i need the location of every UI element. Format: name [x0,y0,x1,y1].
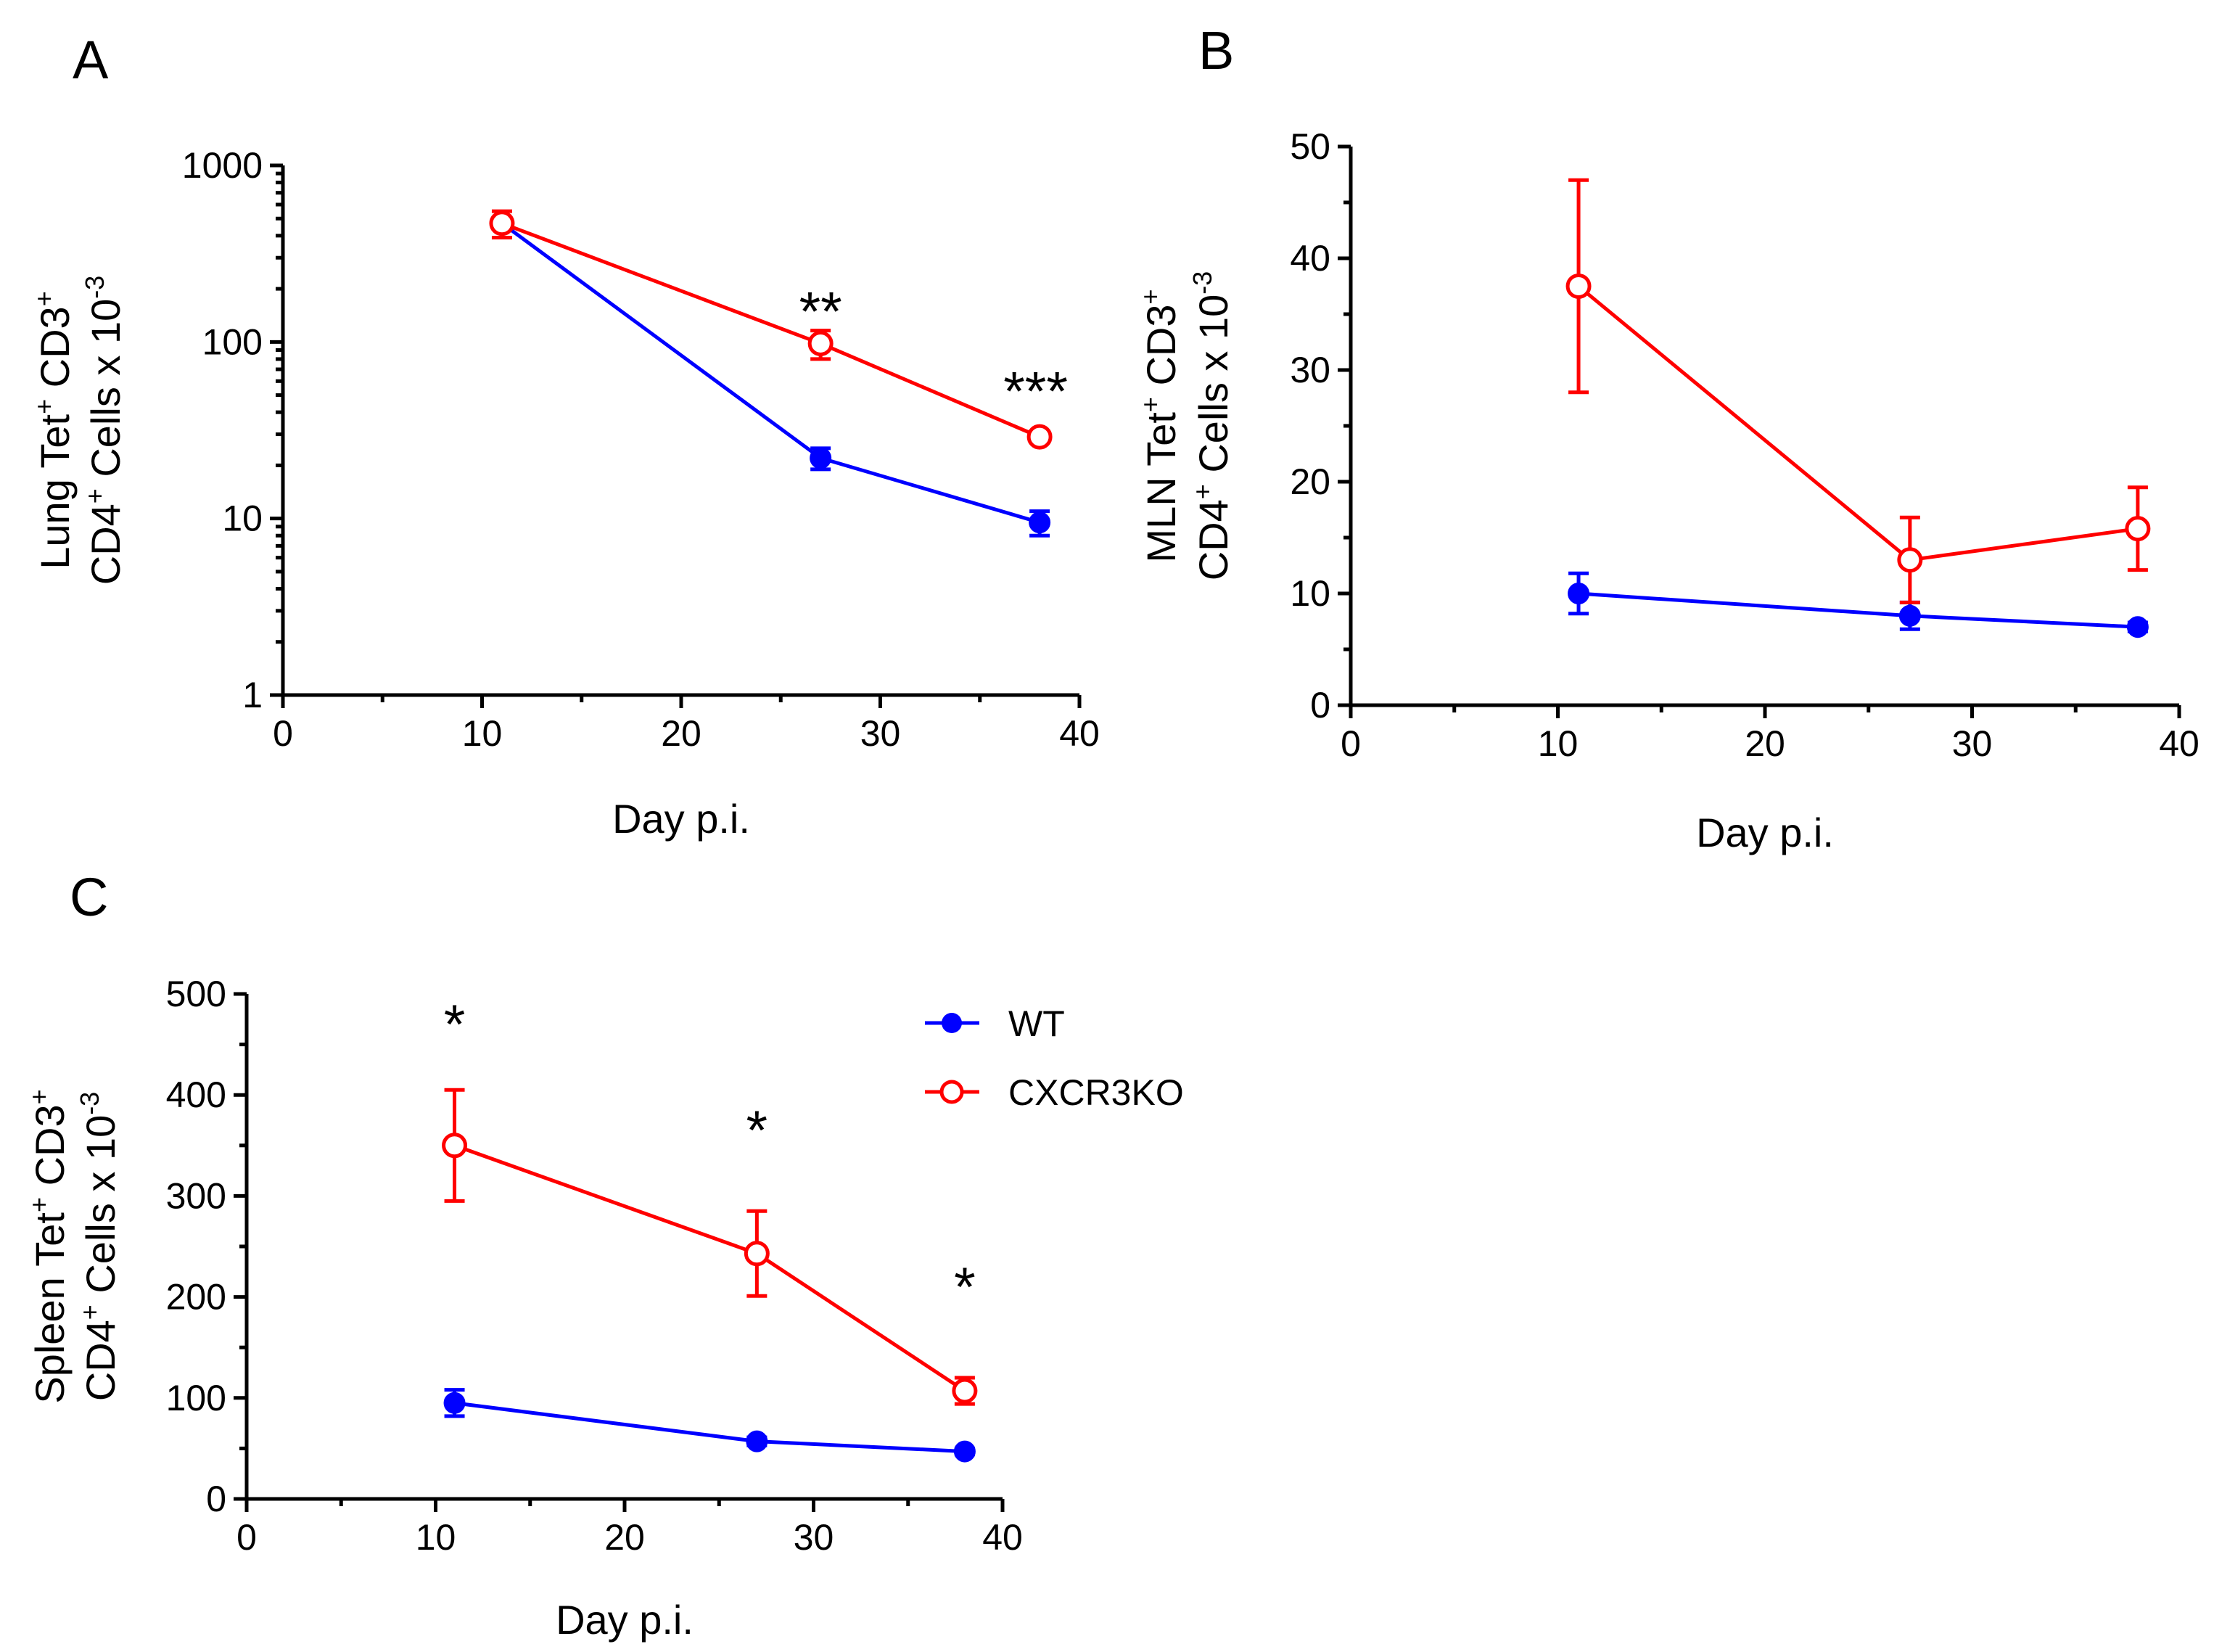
panel-c-significance-marker: * [954,1257,976,1318]
panel-c-y-tick-label: 400 [166,1074,226,1115]
panel-c-x-tick-label: 40 [982,1517,1023,1558]
panel-c-wt-point [953,1440,976,1463]
panel-a-cxcr3ko-point [489,210,515,237]
panel-a-cxcr3ko-point [807,330,834,356]
panel-b-cxcr3ko-point [1565,274,1592,299]
panel-b-cxcr3ko-point [1897,547,1923,573]
panel-c-y-tick-label: 300 [166,1175,226,1216]
panel-a-x-tick-label: 40 [1059,713,1100,754]
panel-b-series-wt [1568,571,2149,638]
panel-c-y-tick-label: 100 [166,1378,226,1418]
panel-a-significance-marker: *** [1003,361,1068,422]
panel-a-series-cxcr3ko [489,209,1053,450]
panel-c-cxcr3ko-point [442,1133,468,1159]
panel-a-x-tick-label: 20 [661,713,701,754]
panel-c-x-axis-title: Day p.i. [556,1597,694,1643]
panel-b-y-tick-label: 40 [1290,238,1330,279]
panel-a-y-tick-label: 100 [202,321,263,362]
panel-a: A 0 10 20 30 40 1 10 100 1000 Day p.i. Lung Tet+ C… [29,30,1100,842]
panel-b-x-tick-label: 40 [2159,723,2199,764]
legend-ko-label: CXCR3KO [1008,1072,1184,1113]
panel-c-y-tick-label: 0 [206,1479,226,1519]
panel-b-letter: B [1198,20,1234,81]
panel-b-x-tick-label: 0 [1341,723,1361,764]
panel-a-letter: A [73,30,109,90]
panel-b-wt-point [2126,616,2149,638]
panel-c-x-tick-label: 20 [604,1517,645,1558]
panel-c-y-axis-title-line2: CD4+ Cells x 10-3 [75,1092,123,1402]
panel-a-y-tick-label: 1000 [182,145,263,186]
panel-b-y-tick-label: 10 [1290,573,1330,614]
legend-wt-marker [942,1013,962,1033]
panel-a-x-tick-label: 10 [462,713,503,754]
panel-a-wt-point [810,447,832,469]
panel-c-y-tick-label: 500 [166,974,226,1014]
panel-b-y-axis-title-line1: MLN Tet+ CD3+ [1135,289,1184,562]
panel-c-x-tick-label: 0 [236,1517,257,1558]
panel-c-significance-marker: * [746,1100,768,1162]
panel-b-cxcr3ko-point [2125,516,2151,542]
panel-b-y-tick-label: 30 [1290,350,1330,390]
panel-a-y-tick-label: 1 [242,675,263,715]
panel-c-series-cxcr3ko [442,1088,978,1406]
panel-c-y-axis-title-line1: Spleen Tet+ CD3+ [24,1089,73,1403]
panel-c-series-wt [443,1388,976,1463]
panel-b-x-axis-title: Day p.i. [1696,810,1834,855]
panel-b-wt-point [1568,583,1590,604]
panel-a-x-tick-label: 30 [860,713,901,754]
panel-a-cxcr3ko-point [1026,424,1053,450]
legend-ko-marker [939,1080,964,1104]
panel-b-cxcr3ko-line [1577,284,2139,562]
panel-c-x-tick-label: 10 [416,1517,456,1558]
panel-c-x-tick-label: 30 [794,1517,834,1558]
panel-a-significance-marker: ** [799,281,842,342]
panel-c-cxcr3ko-line [453,1143,966,1393]
panel-b-wt-point [1898,604,1921,627]
panel-c-cxcr3ko-point [744,1241,770,1267]
panel-b-x-tick-label: 30 [1952,723,1993,764]
panel-a-cxcr3ko-line [501,221,1041,439]
panel-a-series-wt [490,212,1051,538]
panel-a-x-axis-title: Day p.i. [612,796,750,842]
panel-b-y-tick-label: 20 [1290,461,1330,502]
panel-b-x-tick-label: 20 [1745,723,1785,764]
panel-c-wt-line [454,1401,966,1454]
panel-c-wt-point [746,1430,768,1452]
panel-c-cxcr3ko-point [952,1378,978,1404]
panel-b-wt-line [1578,591,2139,629]
panel-a-y-axis-title-line2: CD4+ Cells x 10-3 [80,276,128,585]
panel-c-letter: C [70,867,108,927]
panel-a-wt-point [1029,511,1051,534]
panel-c-y-tick-label: 200 [166,1277,226,1318]
panel-c-wt-point [443,1392,466,1414]
panel-b-y-tick-label: 0 [1310,685,1330,726]
panel-b-x-tick-label: 10 [1538,723,1579,764]
panel-a-wt-line [501,221,1040,525]
panel-b-series-cxcr3ko [1565,178,2151,604]
panel-b: B 0 10 20 30 40 0 10 20 30 40 50 Day p.i. MLN Tet+ C… [1135,20,2199,855]
panel-a-x-tick-label: 0 [273,713,293,754]
legend-wt-label: WT [1008,1003,1065,1044]
panel-a-y-axis-title-line1: Lung Tet+ CD3+ [29,291,78,569]
panel-b-y-axis-title-line2: CD4+ Cells x 10-3 [1188,271,1236,581]
panel-b-y-tick-label: 50 [1290,126,1330,167]
panel-a-y-tick-label: 10 [222,498,263,539]
panel-c-significance-marker: * [444,994,466,1056]
legend: WT CXCR3KO [925,1003,1184,1113]
